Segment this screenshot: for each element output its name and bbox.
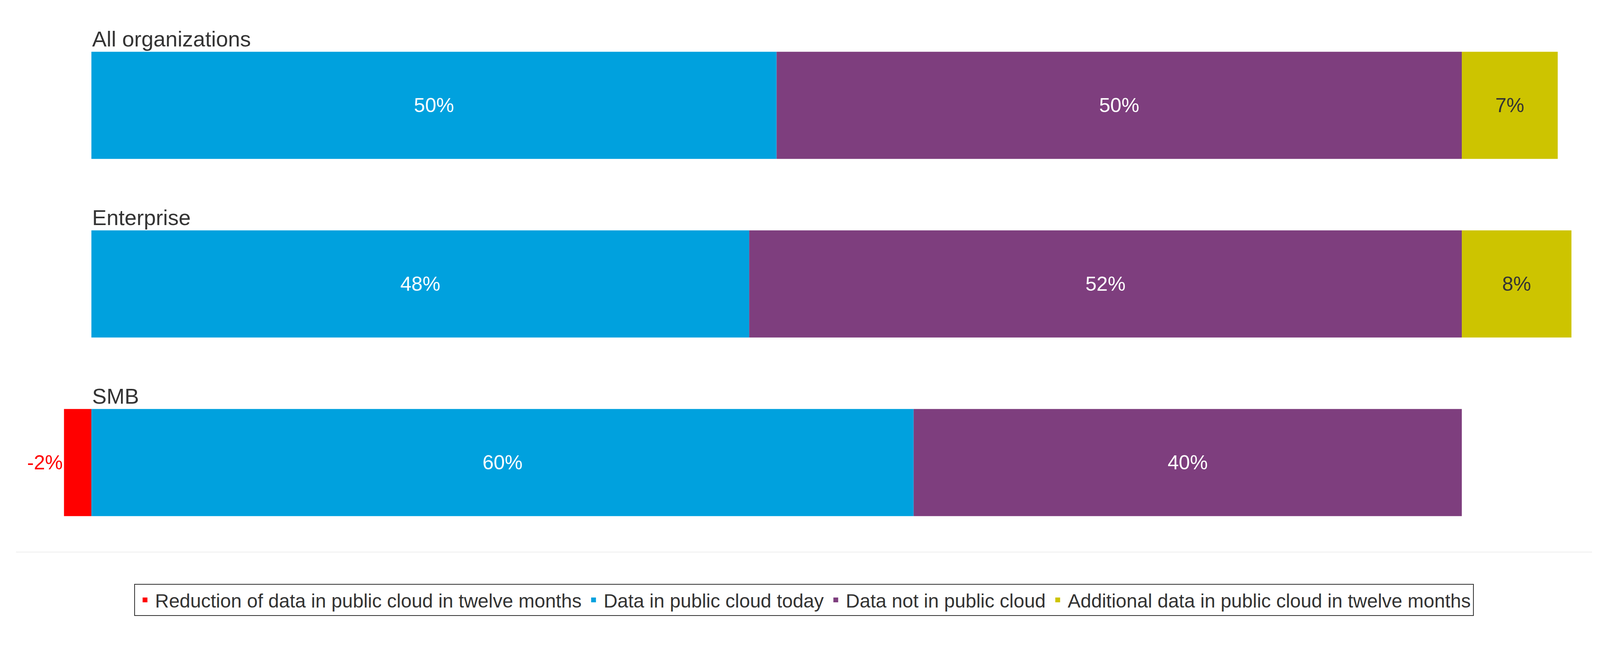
svg-text:40%: 40% — [1167, 451, 1208, 474]
svg-text:8%: 8% — [1502, 272, 1532, 296]
svg-text:52%: 52% — [1085, 272, 1126, 296]
svg-text:60%: 60% — [482, 451, 523, 474]
svg-text:Data not in public cloud: Data not in public cloud — [845, 590, 1046, 612]
svg-text:-2%: -2% — [27, 451, 63, 474]
svg-text:Data in public cloud today: Data in public cloud today — [603, 590, 825, 612]
svg-text:Reduction of data in public cl: Reduction of data in public cloud in twe… — [155, 590, 582, 612]
svg-text:SMB: SMB — [92, 384, 140, 409]
svg-text:7%: 7% — [1495, 94, 1525, 117]
svg-text:Additional data in public clou: Additional data in public cloud in twelv… — [1067, 590, 1471, 612]
svg-text:48%: 48% — [400, 272, 441, 296]
svg-text:All organizations: All organizations — [92, 26, 251, 51]
svg-text:50%: 50% — [413, 94, 454, 117]
svg-text:Enterprise: Enterprise — [92, 205, 191, 230]
svg-text:50%: 50% — [1099, 94, 1140, 117]
